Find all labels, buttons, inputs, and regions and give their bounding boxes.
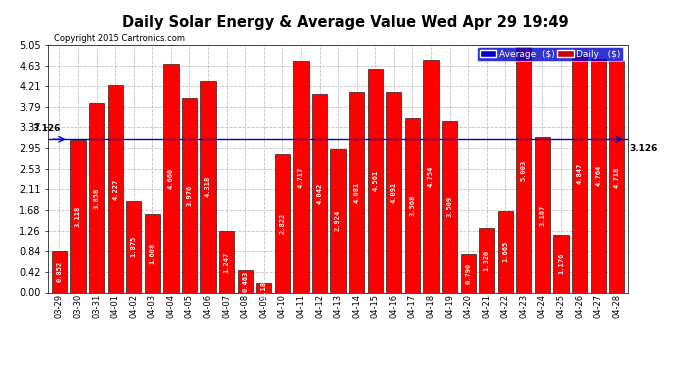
Bar [386, 92, 402, 292]
Bar [368, 69, 383, 292]
Text: 3.118: 3.118 [75, 206, 81, 227]
Bar [219, 231, 235, 292]
Text: 4.717: 4.717 [298, 166, 304, 188]
Bar [424, 60, 439, 292]
Text: 4.754: 4.754 [428, 165, 434, 187]
Bar [164, 64, 179, 292]
Text: 2.822: 2.822 [279, 213, 286, 234]
Bar [479, 228, 494, 292]
Text: 4.042: 4.042 [317, 183, 322, 204]
Bar [126, 201, 141, 292]
Text: 3.976: 3.976 [186, 184, 193, 206]
Text: 4.318: 4.318 [205, 176, 211, 197]
Text: 4.764: 4.764 [595, 165, 601, 186]
Text: 4.660: 4.660 [168, 168, 174, 189]
Bar [275, 154, 290, 292]
Bar [442, 120, 457, 292]
Bar [256, 283, 271, 292]
Bar [553, 235, 569, 292]
Text: 0.463: 0.463 [242, 270, 248, 292]
Bar [182, 98, 197, 292]
Text: 3.126: 3.126 [630, 144, 658, 153]
Bar [572, 55, 587, 292]
Text: 1.665: 1.665 [502, 241, 509, 262]
Text: 4.718: 4.718 [613, 166, 620, 188]
Text: 1.247: 1.247 [224, 251, 230, 273]
Bar [497, 211, 513, 292]
Bar [70, 140, 86, 292]
Bar [237, 270, 253, 292]
Text: 3.568: 3.568 [409, 195, 415, 216]
Text: 0.189: 0.189 [261, 277, 267, 298]
Text: 4.561: 4.561 [372, 170, 378, 191]
Text: 4.847: 4.847 [577, 163, 582, 184]
Text: 3.126: 3.126 [32, 124, 61, 134]
Bar [145, 214, 160, 292]
Text: 4.227: 4.227 [112, 178, 118, 200]
Text: 4.091: 4.091 [391, 182, 397, 203]
Text: 2.924: 2.924 [335, 210, 341, 231]
Bar [293, 62, 308, 292]
Text: 3.509: 3.509 [446, 196, 453, 217]
Bar [201, 81, 216, 292]
Text: Copyright 2015 Cartronics.com: Copyright 2015 Cartronics.com [54, 33, 185, 42]
Text: 1.875: 1.875 [130, 236, 137, 257]
Text: Daily Solar Energy & Average Value Wed Apr 29 19:49: Daily Solar Energy & Average Value Wed A… [121, 15, 569, 30]
Text: 3.167: 3.167 [540, 204, 546, 225]
Text: 3.858: 3.858 [94, 188, 99, 209]
Bar [52, 251, 67, 292]
Text: 5.003: 5.003 [521, 159, 527, 180]
Bar [591, 59, 606, 292]
Legend: Average  ($), Daily   ($): Average ($), Daily ($) [477, 47, 623, 62]
Text: 0.790: 0.790 [465, 262, 471, 284]
Text: 4.081: 4.081 [354, 182, 359, 203]
Bar [535, 137, 550, 292]
Bar [89, 104, 104, 292]
Bar [516, 47, 531, 292]
Text: 0.852: 0.852 [57, 261, 63, 282]
Bar [460, 254, 476, 292]
Bar [108, 86, 123, 292]
Bar [349, 93, 364, 292]
Text: 1.608: 1.608 [149, 243, 155, 264]
Bar [609, 61, 624, 292]
Text: 1.320: 1.320 [484, 249, 490, 271]
Bar [331, 149, 346, 292]
Bar [312, 94, 327, 292]
Bar [405, 118, 420, 292]
Text: 1.176: 1.176 [558, 253, 564, 274]
